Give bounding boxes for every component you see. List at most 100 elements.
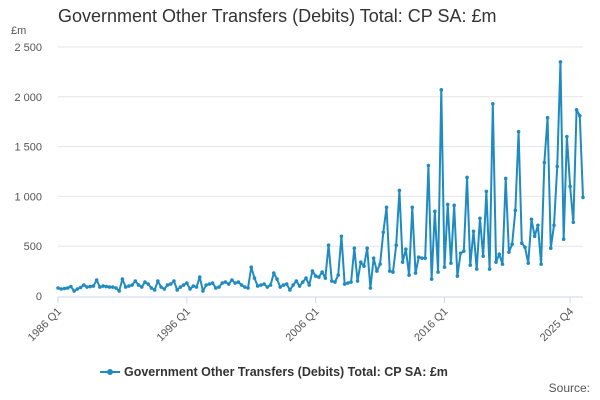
- data-point: [378, 262, 382, 266]
- data-point: [391, 270, 395, 274]
- x-tick-label: 2016 Q1: [412, 306, 450, 344]
- data-point: [532, 234, 537, 239]
- data-point: [65, 286, 70, 290]
- data-point: [181, 283, 186, 287]
- data-point: [452, 203, 456, 208]
- data-point: [552, 223, 556, 228]
- data-point: [162, 287, 167, 291]
- data-point: [75, 287, 80, 291]
- data-point: [194, 285, 199, 289]
- data-point: [259, 283, 263, 287]
- data-point: [98, 285, 102, 289]
- data-point: [500, 262, 505, 266]
- data-point: [262, 282, 266, 286]
- data-point: [413, 271, 418, 275]
- data-point: [152, 288, 157, 292]
- data-point: [449, 261, 453, 265]
- data-point: [407, 273, 411, 277]
- data-point: [120, 277, 125, 281]
- data-point: [143, 280, 147, 284]
- data-point: [78, 285, 83, 290]
- data-point: [355, 279, 360, 283]
- data-point: [458, 251, 463, 255]
- data-point: [110, 285, 115, 289]
- data-point: [69, 284, 73, 289]
- source-label[interactable]: Source:: [548, 381, 590, 395]
- data-point: [284, 282, 289, 286]
- data-point: [107, 285, 112, 289]
- chart-title: Government Other Transfers (Debits) Tota…: [58, 6, 497, 26]
- data-point: [56, 286, 60, 290]
- data-point: [365, 246, 370, 250]
- data-point: [465, 175, 469, 180]
- x-axis-ticks: 1986 Q1 1996 Q1 2006 Q1 2016 Q1 2025 Q4: [26, 297, 576, 344]
- data-point: [85, 285, 89, 289]
- data-point: [394, 243, 398, 247]
- data-point: [127, 284, 131, 288]
- data-point: [400, 260, 405, 264]
- data-point: [439, 88, 444, 92]
- data-point: [462, 249, 466, 253]
- data-point: [201, 289, 205, 293]
- data-point: [165, 283, 170, 287]
- y-tick-label: 2 000: [14, 92, 42, 104]
- y-tick-label: 1 500: [14, 142, 42, 154]
- data-point: [545, 115, 550, 120]
- data-point: [175, 288, 179, 292]
- data-point: [104, 284, 109, 289]
- data-point: [445, 202, 450, 207]
- data-point: [349, 280, 353, 284]
- data-point: [268, 283, 273, 287]
- data-point: [471, 229, 476, 234]
- data-point: [207, 282, 212, 286]
- data-point: [159, 285, 163, 289]
- data-point: [313, 274, 318, 278]
- data-point: [220, 281, 225, 285]
- data-point: [291, 283, 295, 287]
- data-point: [62, 286, 67, 291]
- data-point: [272, 271, 276, 275]
- legend[interactable]: Government Other Transfers (Debits) Tota…: [100, 365, 448, 379]
- data-point: [326, 243, 331, 247]
- data-point: [574, 107, 579, 112]
- data-point: [561, 237, 566, 242]
- data-point: [581, 195, 585, 200]
- data-point: [410, 205, 415, 210]
- data-point: [497, 252, 502, 256]
- y-tick-label: 500: [24, 241, 42, 253]
- data-point: [304, 276, 308, 280]
- data-point: [149, 286, 154, 290]
- data-point: [542, 160, 547, 165]
- data-point: [436, 270, 440, 274]
- data-point: [404, 247, 408, 251]
- data-point: [281, 283, 286, 287]
- data-point: [513, 208, 518, 213]
- data-point: [252, 276, 257, 280]
- data-point: [130, 283, 134, 287]
- data-point: [236, 280, 241, 284]
- data-point: [214, 286, 218, 290]
- data-point: [146, 282, 150, 286]
- data-point: [429, 277, 434, 281]
- data-point: [481, 254, 485, 258]
- data-point: [172, 279, 176, 283]
- y-axis-ticks: 0 500 1 000 1 500 2 000 2 500: [14, 42, 42, 303]
- y-tick-label: 1 000: [14, 191, 42, 203]
- x-tick-label: 1996 Q1: [155, 306, 193, 344]
- data-point: [307, 283, 312, 287]
- data-point: [474, 267, 479, 271]
- data-point: [362, 264, 366, 268]
- data-point: [375, 269, 379, 273]
- data-point: [300, 280, 305, 284]
- data-point: [468, 263, 473, 267]
- data-point: [423, 256, 427, 260]
- data-point: [529, 217, 534, 222]
- data-point: [139, 285, 144, 289]
- data-point: [249, 265, 254, 269]
- data-point: [223, 280, 228, 284]
- data-point: [59, 287, 64, 291]
- data-point: [523, 245, 527, 249]
- data-point: [565, 134, 569, 139]
- data-point: [310, 269, 315, 273]
- data-point: [397, 188, 402, 193]
